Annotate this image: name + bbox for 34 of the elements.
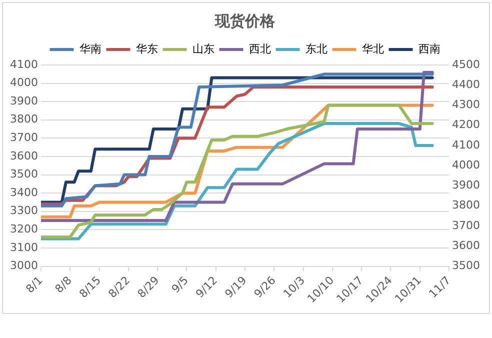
y2-tick-label: 4400 <box>452 78 480 91</box>
y-tick-label: 3400 <box>10 186 38 199</box>
y2-tick-label: 4300 <box>452 98 480 112</box>
chart-title: 现货价格 <box>214 12 276 30</box>
y-tick-label: 3800 <box>10 112 38 126</box>
y-tick-label: 3900 <box>10 94 38 108</box>
x-tick-label: 8/1 <box>23 274 46 296</box>
y-tick-label: 3200 <box>10 222 38 236</box>
legend-label: 华东 <box>136 42 158 56</box>
legend-label: 华北 <box>362 42 384 56</box>
y2-tick-label: 3800 <box>452 198 480 212</box>
legend-label: 东北 <box>305 42 328 56</box>
y-tick-label: 3600 <box>10 149 38 162</box>
legend-label: 西北 <box>248 42 271 56</box>
x-tick-label: 9/5 <box>169 274 191 296</box>
y-tick-label: 3100 <box>10 240 38 254</box>
y2-tick-label: 3700 <box>452 218 480 232</box>
y2-tick-label: 3900 <box>452 178 480 192</box>
y-tick-label: 3300 <box>10 204 38 218</box>
y2-tick-label: 3500 <box>452 259 480 272</box>
y2-tick-label: 4100 <box>452 138 480 152</box>
y-tick-label: 4000 <box>10 76 38 90</box>
y2-tick-label: 4000 <box>452 158 480 172</box>
legend-label: 山东 <box>192 42 214 56</box>
y-tick-label: 3700 <box>10 131 38 144</box>
y2-tick-label: 4500 <box>452 58 480 71</box>
x-tick-label: 8/8 <box>52 274 74 296</box>
legend-label: 华南 <box>79 42 102 56</box>
y-tick-label: 3000 <box>10 259 38 272</box>
y-tick-label: 3500 <box>10 168 38 181</box>
legend-label: 西南 <box>418 42 440 56</box>
y2-tick-label: 3600 <box>452 238 480 252</box>
y2-tick-label: 4200 <box>452 118 480 132</box>
y-tick-label: 4100 <box>10 58 38 71</box>
